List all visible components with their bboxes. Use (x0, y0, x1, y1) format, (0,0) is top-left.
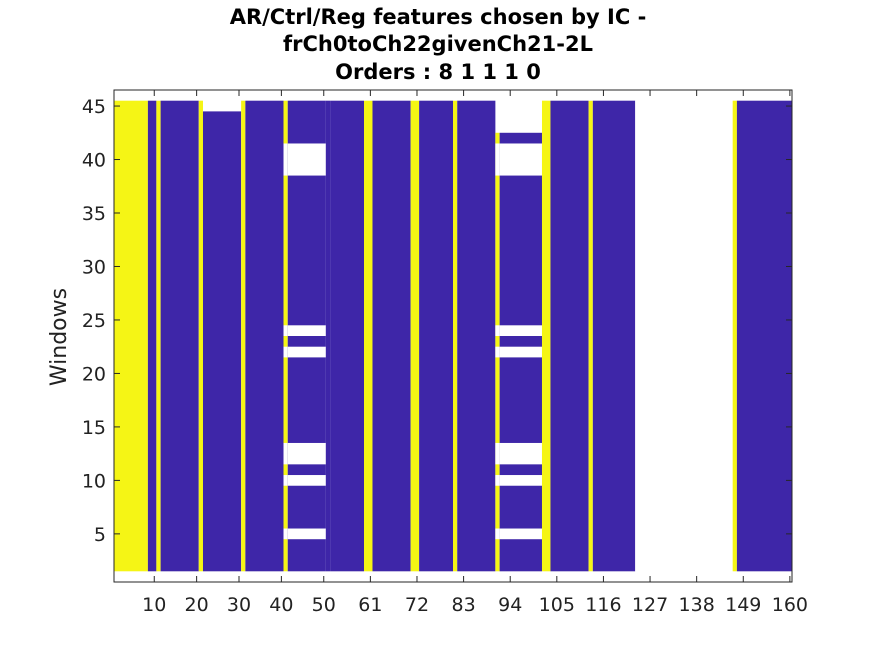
x-tick-label-6: 72 (405, 594, 429, 616)
cell-gap-18-0 (495, 143, 500, 176)
cell-block-7 (245, 100, 284, 572)
cell-gap-18-5 (495, 528, 500, 540)
y-tick-label-4: 25 (82, 310, 106, 332)
cell-block-12 (364, 100, 373, 572)
cell-gap-9-3 (287, 442, 326, 465)
cell-block-11 (330, 100, 365, 572)
cell-gap-19-4 (499, 475, 542, 486)
x-axis: 10 20 30 40 50 61 72 83 94 105 116 127 138 149 160 (142, 90, 808, 616)
x-tick-label-1: 20 (185, 594, 209, 616)
cell-gap-8-1 (283, 325, 288, 336)
cell-gap-9-5 (287, 528, 326, 540)
cell-block-8 (283, 100, 288, 572)
x-tick-label-3: 40 (269, 594, 293, 616)
x-tick-label-10: 116 (585, 594, 621, 616)
cell-gap-19-2 (499, 346, 542, 358)
y-tick-label-7: 40 (82, 150, 106, 172)
cell-block-0 (114, 100, 148, 572)
cell-gap-19-0 (499, 143, 542, 176)
cell-block-14 (410, 100, 420, 572)
cell-block-22 (588, 100, 593, 572)
x-tick-label-14: 160 (772, 594, 808, 616)
cell-block-10 (325, 100, 331, 572)
cell-gap-18-2 (495, 346, 500, 358)
cell-block-9 (287, 100, 326, 572)
cell-block-5 (202, 111, 242, 572)
cell-gap-19-1 (499, 325, 542, 336)
title-line-1: AR/Ctrl/Reg features chosen by IC - (230, 5, 647, 29)
cell-block-24 (635, 100, 733, 572)
cell-gap-8-4 (283, 475, 288, 486)
cell-gap-9-4 (287, 475, 326, 486)
y-tick-label-5: 30 (82, 256, 106, 278)
cell-gap-8-3 (283, 442, 288, 465)
cell-gap-9-1 (287, 325, 326, 336)
cell-gap-8-0 (283, 143, 288, 176)
x-tick-label-8: 94 (498, 594, 522, 616)
cell-gap-18-1 (495, 325, 500, 336)
cell-gap-18-4 (495, 475, 500, 486)
y-axis: 5 10 15 20 25 30 35 40 45 (82, 96, 792, 546)
y-tick-label-3: 20 (82, 363, 106, 385)
cell-gap-8-2 (283, 346, 288, 358)
title-line-3: Orders : 8 1 1 1 0 (335, 60, 541, 84)
cell-gap-9-2 (287, 346, 326, 358)
x-tick-label-13: 149 (725, 594, 761, 616)
cell-block-6 (241, 100, 246, 572)
x-tick-label-5: 61 (358, 594, 382, 616)
cell-block-17 (457, 100, 496, 572)
cell-block-13 (372, 100, 411, 572)
x-tick-label-2: 30 (227, 594, 251, 616)
cell-block-25 (732, 100, 737, 572)
plot-frame (113, 89, 793, 583)
x-tick-label-12: 138 (679, 594, 715, 616)
y-tick-label-2: 15 (82, 417, 106, 439)
x-tick-label-11: 127 (632, 594, 668, 616)
x-tick-label-4: 50 (312, 594, 336, 616)
y-tick-label-1: 10 (82, 470, 106, 492)
x-tick-label-0: 10 (142, 594, 166, 616)
cell-block-16 (453, 100, 458, 572)
x-tick-label-7: 83 (452, 594, 476, 616)
cell-block-21 (550, 100, 589, 572)
cell-block-4 (198, 100, 203, 572)
title-line-2: frCh0toCh22givenCh21-2L (283, 32, 593, 56)
y-tick-label-0: 5 (94, 524, 106, 546)
cell-gap-9-0 (287, 143, 326, 176)
y-tick-label-8: 45 (82, 96, 106, 118)
cell-block-20 (541, 100, 551, 572)
y-tick-label-6: 35 (82, 203, 106, 225)
cell-gap-19-5 (499, 528, 542, 540)
heatmap-cells (114, 100, 792, 572)
cell-block-1 (147, 100, 157, 572)
cell-block-26 (736, 100, 792, 572)
chart-title: AR/Ctrl/Reg features chosen by IC - frCh… (230, 5, 647, 84)
cell-gap-8-5 (283, 528, 288, 540)
cell-block-23 (592, 100, 636, 572)
cell-gap-19-3 (499, 442, 542, 465)
cell-block-15 (419, 100, 453, 572)
cell-block-3 (160, 100, 199, 572)
y-axis-label: Windows (47, 288, 72, 386)
cell-block-2 (156, 100, 161, 572)
x-tick-label-9: 105 (539, 594, 575, 616)
cell-gap-18-3 (495, 442, 500, 465)
